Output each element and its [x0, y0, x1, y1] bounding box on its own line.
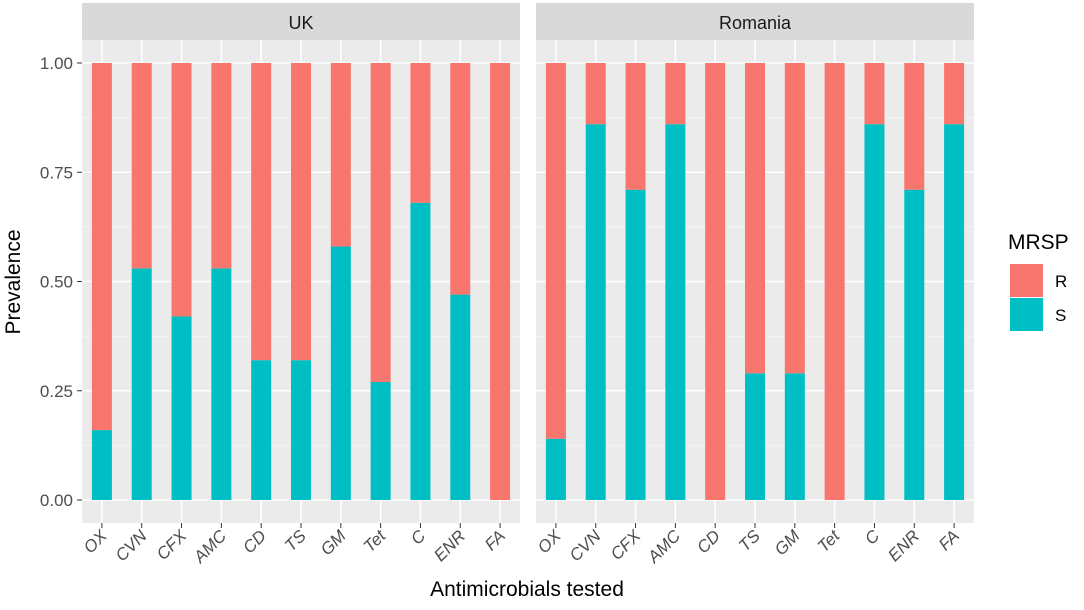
bar-r-gm [784, 63, 805, 374]
y-tick-label: 0.75 [40, 163, 73, 182]
bar-s-ox [545, 438, 566, 500]
x-tick-label: CVN [566, 526, 605, 565]
facet-strip-label: UK [288, 13, 313, 33]
facet-strip [536, 3, 974, 40]
bar-s-cfx [171, 316, 192, 500]
bar-r-gm [330, 63, 351, 247]
x-tick-label: ENR [430, 526, 469, 565]
panel-uk: UK OX CVN CFX AMC CD TS GM Tet C ENR FA [80, 3, 520, 567]
x-tick-label: GM [771, 526, 804, 559]
bar-r-c [864, 63, 885, 125]
bar-s-gm [330, 246, 351, 500]
x-tick-label: OX [534, 526, 565, 557]
bar-r-cfx [625, 63, 646, 190]
bar-s-cfx [625, 189, 646, 501]
x-tick-label: FA [935, 526, 963, 554]
bar-r-c [410, 63, 431, 203]
x-tick-label: TS [735, 526, 764, 555]
bar-s-enr [904, 189, 925, 501]
x-tick-label: Tet [360, 526, 391, 557]
x-tick-label: TS [281, 526, 310, 555]
x-tick-label: C [407, 526, 430, 549]
bar-s-cd [251, 360, 272, 500]
x-tick-label: Tet [814, 526, 845, 557]
facet-strip-label: Romania [719, 13, 792, 33]
bar-r-cvn [585, 63, 606, 125]
bar-r-tet [370, 63, 391, 383]
bar-r-fa [490, 63, 511, 500]
bar-r-amc [211, 63, 232, 269]
bar-s-ts [291, 360, 311, 500]
bar-r-ts [745, 63, 765, 374]
bar-s-ts [745, 373, 765, 500]
x-tick-label: AMC [189, 526, 230, 567]
facet-strip [82, 3, 520, 40]
bar-s-enr [450, 294, 471, 500]
x-tick-label: CFX [153, 526, 191, 564]
bar-r-amc [665, 63, 686, 125]
bar-r-enr [904, 63, 925, 190]
y-tick-label: 0.00 [40, 491, 73, 510]
bar-s-cvn [131, 268, 152, 500]
bar-r-ox [91, 63, 112, 431]
x-tick-label: ENR [884, 526, 923, 565]
bar-s-gm [784, 373, 805, 500]
bar-s-amc [665, 124, 686, 501]
x-tick-label: OX [80, 526, 111, 557]
y-axis-title: Prevalence [2, 229, 25, 334]
bar-r-ox [545, 63, 566, 439]
x-tick-label: FA [481, 526, 509, 554]
legend-key-s [1010, 298, 1043, 331]
bar-r-cfx [171, 63, 192, 317]
y-tick-label: 0.50 [40, 273, 73, 292]
x-tick-label: GM [317, 526, 350, 559]
bar-s-tet [370, 382, 391, 500]
bar-r-tet [824, 63, 845, 500]
bar-s-c [864, 124, 885, 501]
legend-title: MRSP [1008, 231, 1069, 254]
x-tick-label: CFX [607, 526, 645, 564]
x-tick-label: CD [693, 526, 724, 557]
legend: MRSP R S [1008, 231, 1069, 331]
legend-label-s: S [1055, 306, 1066, 325]
bar-r-cd [251, 63, 272, 361]
bar-s-amc [211, 268, 232, 500]
x-axis-title: Antimicrobials tested [430, 578, 624, 601]
bar-r-cd [705, 63, 726, 500]
bar-s-cvn [585, 124, 606, 501]
x-tick-label: C [861, 526, 884, 549]
bar-r-enr [450, 63, 471, 295]
bar-s-c [410, 202, 431, 500]
bar-s-fa [944, 124, 965, 501]
y-tick-label: 0.25 [40, 382, 73, 401]
x-tick-label: CD [239, 526, 270, 557]
bar-r-ts [291, 63, 311, 361]
x-tick-label: AMC [643, 526, 684, 567]
y-axis: 0.00 0.25 0.50 0.75 1.00 [40, 54, 82, 510]
legend-key-r [1010, 264, 1043, 297]
bar-s-ox [91, 430, 112, 500]
legend-label-r: R [1055, 272, 1067, 291]
y-tick-label: 1.00 [40, 54, 73, 73]
bar-r-cvn [131, 63, 152, 269]
x-tick-label: CVN [112, 526, 151, 565]
panel-romania: Romania OX CVN CFX AMC CD TS GM Tet C ENR FA [534, 3, 974, 567]
bar-r-fa [944, 63, 965, 125]
